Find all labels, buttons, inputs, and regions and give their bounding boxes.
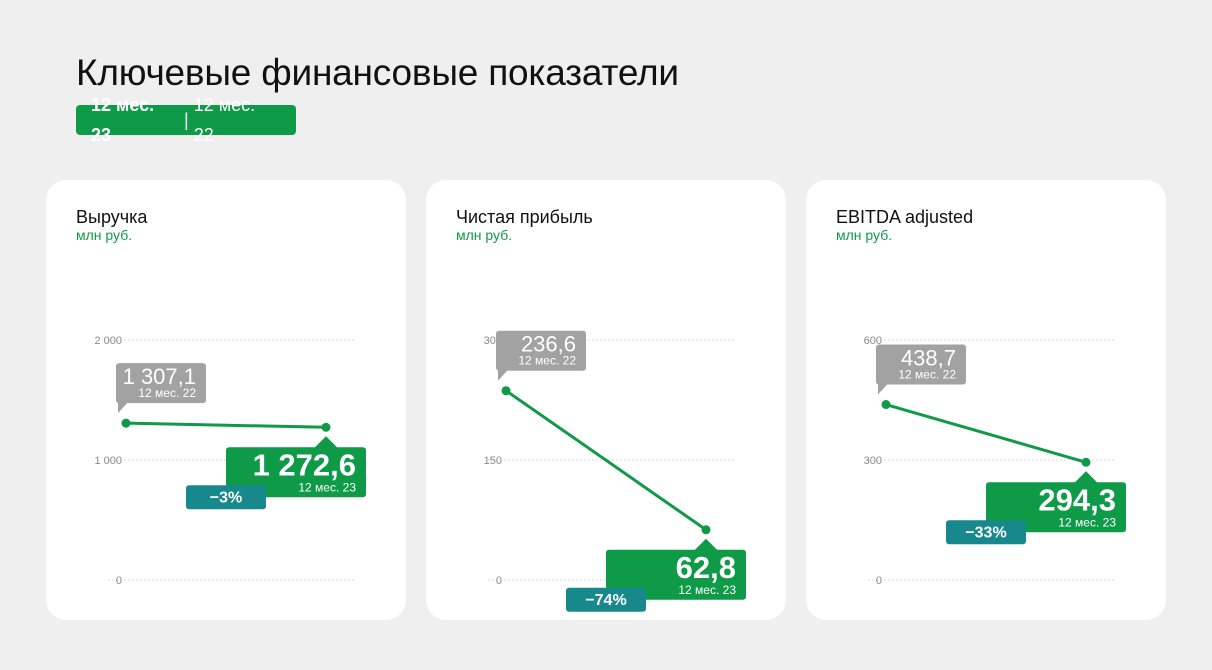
change-badge-box [186,485,266,510]
label-pointer-prev [498,369,508,381]
change-badge-box [946,520,1026,545]
label-box-curr [606,549,746,600]
change-badge-label: −74% [585,592,626,609]
curr-period-label: 12 мес. 23 [1058,515,1116,529]
page-title: Ключевые финансовые показатели [76,52,679,93]
data-label-prev: 1 307,112 мес. 22 [116,363,206,414]
data-point-curr [321,422,331,432]
prev-period-label: 12 мес. 22 [138,386,196,400]
label-box-prev [496,330,586,371]
y-tick-label: 0 [496,575,502,587]
series-line [884,403,1088,464]
change-badge: −33% [946,520,1026,545]
series-line [124,421,328,429]
y-tick-label: 600 [864,335,882,347]
label-box-curr [226,447,366,498]
data-point-curr [701,525,711,535]
data-label-prev: 236,612 мес. 22 [496,330,586,381]
data-label-curr: 1 272,612 мес. 23 [226,436,366,498]
label-pointer-curr [314,436,338,449]
label-pointer-curr [694,538,718,551]
card-unit: млн руб. [76,227,133,243]
series-line [504,389,708,532]
data-point-prev [881,400,891,410]
change-badge-label: −33% [965,524,1006,541]
curr-value-label: 62,8 [676,550,736,585]
y-tick-label: 300 [864,455,882,467]
data-point-prev [121,418,131,428]
card-unit: млн руб. [456,227,513,243]
change-badge-label: −3% [210,489,242,506]
label-box-prev [116,363,206,404]
curr-period-label: 12 мес. 23 [298,480,356,494]
data-point-prev [501,386,511,396]
chart-card-ebitda: EBITDA adjusted млн руб. 0 300 600 438,7 12 … [806,180,1166,620]
prev-value-label: 1 307,1 [123,364,196,389]
change-badge: −74% [566,587,646,612]
label-pointer-prev [118,402,128,414]
period-toggle[interactable]: 12 мес. 23 | 12 мес. 22 [76,95,296,145]
curr-period-label: 12 мес. 23 [678,583,736,597]
period-separator: | [184,110,189,130]
y-tick-label: 1 000 [94,455,122,467]
card-title: Чистая прибыль [456,207,593,227]
prev-value-label: 438,7 [901,346,956,371]
period-active[interactable]: 12 мес. 23 [91,95,155,145]
data-label-curr: 62,812 мес. 23 [606,538,746,600]
chart-card-net-profit: Чистая прибыль млн руб. 0 150 300 236,6 12 м… [426,180,786,620]
data-label-curr: 294,312 мес. 23 [986,471,1126,533]
card-title: EBITDA adjusted [836,207,974,227]
curr-value-label: 294,3 [1038,482,1116,517]
data-point-curr [1081,457,1091,467]
label-box-prev [876,344,966,385]
label-pointer-curr [1074,471,1098,484]
period-other[interactable]: 12 мес. 22 [193,95,256,145]
prev-value-label: 236,6 [521,332,576,357]
y-tick-label: 0 [116,575,122,587]
change-badge: −3% [186,485,266,510]
y-tick-label: 150 [484,455,502,467]
label-box-curr [986,482,1126,533]
data-label-prev: 438,712 мес. 22 [876,344,966,395]
prev-period-label: 12 мес. 22 [898,368,956,382]
label-pointer-prev [878,383,888,395]
prev-period-label: 12 мес. 22 [518,354,576,368]
change-badge-box [566,587,646,612]
y-tick-label: 0 [876,575,882,587]
curr-value-label: 1 272,6 [253,447,356,482]
card-unit: млн руб. [836,227,893,243]
y-tick-label: 2 000 [94,335,122,347]
card-title: Выручка [76,207,148,227]
